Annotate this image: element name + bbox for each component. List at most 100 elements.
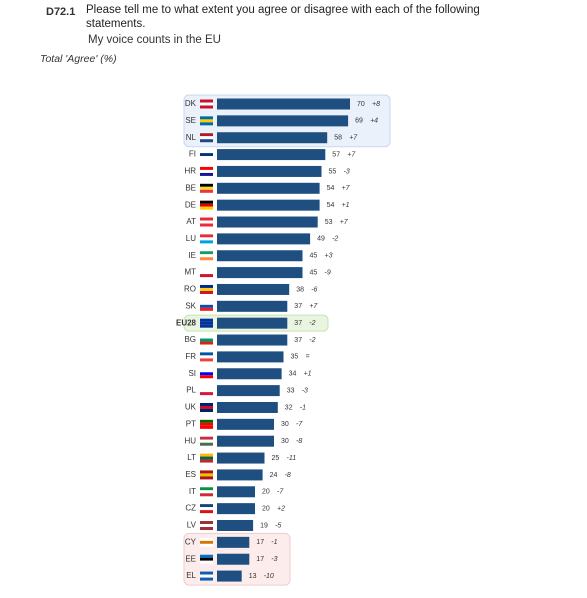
bar [217, 182, 320, 194]
change-label: -8 [285, 472, 291, 479]
flag [200, 102, 213, 106]
bar [217, 98, 350, 110]
change-label: = [306, 354, 310, 361]
flag [200, 338, 213, 342]
change-label: +1 [342, 202, 350, 209]
flag [200, 271, 213, 275]
change-label: -5 [275, 522, 281, 529]
flag [200, 422, 213, 426]
flag [200, 521, 213, 524]
bar [217, 452, 265, 464]
bar [217, 115, 349, 127]
flag [200, 476, 213, 480]
change-label: +4 [370, 118, 378, 125]
category-label: PT [186, 419, 196, 428]
bar [217, 149, 326, 161]
bar [217, 536, 250, 548]
value-label: 19 [260, 522, 268, 529]
change-label: -3 [271, 556, 277, 563]
flag [200, 122, 213, 126]
value-label: 45 [310, 269, 318, 276]
value-label: 24 [270, 472, 278, 479]
change-label: -2 [309, 320, 315, 327]
flag [200, 456, 213, 460]
flag [200, 172, 213, 176]
category-label: SI [188, 369, 196, 378]
flag [200, 436, 213, 440]
value-label: 38 [296, 286, 304, 293]
flag [200, 557, 213, 561]
bar [217, 435, 274, 447]
flag [200, 442, 213, 446]
flag [200, 389, 213, 393]
value-label: 37 [294, 303, 302, 310]
bar [217, 132, 328, 144]
flag [200, 419, 213, 423]
statement: My voice counts in the EU [88, 34, 221, 46]
flag [200, 571, 213, 575]
value-label: 32 [285, 404, 293, 411]
category-label: PL [186, 386, 196, 395]
flag [200, 203, 213, 207]
flag [200, 116, 213, 120]
bar [217, 503, 255, 515]
change-label: -3 [302, 387, 308, 394]
change-label: +1 [304, 371, 312, 378]
value-label: 49 [317, 236, 325, 243]
bar [217, 165, 322, 177]
flag [200, 156, 213, 160]
bar [217, 368, 282, 380]
flag [200, 358, 213, 362]
flag [200, 240, 213, 244]
flag [200, 372, 213, 376]
value-label: 17 [256, 556, 264, 563]
flag [200, 150, 213, 154]
flag [200, 307, 213, 311]
question-code: D72.1 [46, 6, 75, 18]
change-label: -1 [271, 539, 277, 546]
category-label: BG [184, 335, 196, 344]
bar [217, 334, 288, 346]
flag [200, 490, 213, 494]
value-label: 20 [262, 505, 270, 512]
flag [200, 577, 213, 581]
value-label: 53 [325, 219, 333, 226]
value-label: 20 [262, 489, 270, 496]
flag [200, 234, 213, 238]
change-label: +3 [325, 253, 333, 260]
flag [200, 274, 213, 278]
change-label: +7 [309, 303, 318, 310]
bar [217, 553, 250, 565]
change-label: +7 [349, 135, 358, 142]
flag [200, 206, 213, 210]
category-label: BE [185, 183, 196, 192]
category-label: FR [185, 352, 196, 361]
bar [217, 267, 303, 279]
bar [217, 199, 320, 211]
flag [200, 425, 213, 429]
category-label: UK [185, 403, 197, 412]
change-label: -6 [311, 286, 317, 293]
flag [200, 220, 213, 224]
flag [200, 487, 213, 491]
flag [200, 453, 213, 457]
flag [200, 200, 213, 204]
flag [200, 324, 213, 328]
flag [200, 507, 213, 511]
bar [217, 469, 263, 481]
bar [217, 418, 274, 430]
question-text: Please tell me to what extent you agree … [86, 4, 480, 30]
flag [200, 217, 213, 221]
flag [200, 268, 213, 272]
flag [200, 543, 213, 547]
flag [200, 355, 213, 359]
flag [200, 105, 213, 109]
change-label: -11 [287, 455, 297, 462]
value-label: 17 [256, 539, 264, 546]
flag [200, 166, 213, 170]
flag [200, 408, 213, 412]
bar [217, 300, 288, 312]
flag [200, 186, 213, 190]
value-label: 35 [291, 354, 299, 361]
flag [200, 540, 213, 544]
